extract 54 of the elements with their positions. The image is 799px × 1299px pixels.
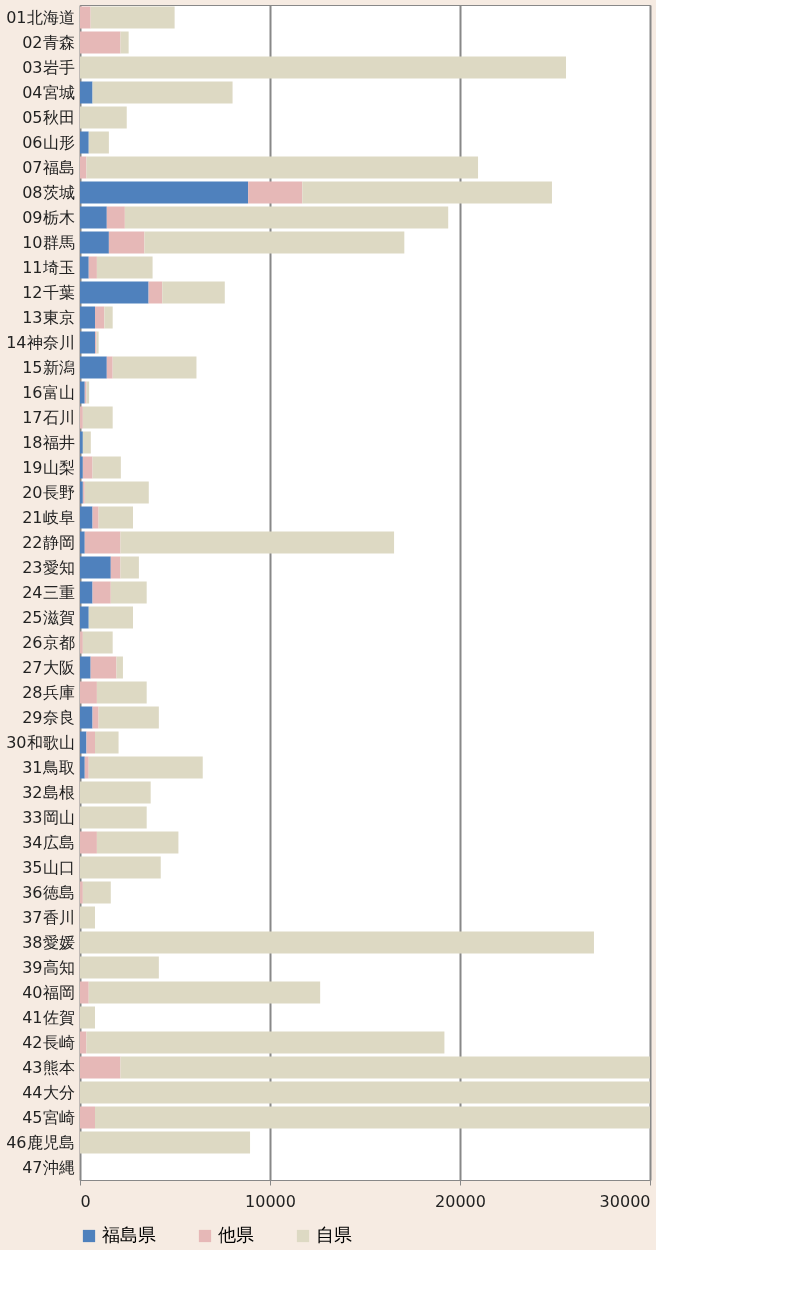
y-tick-label: 14神奈川 xyxy=(6,332,75,352)
y-tick-label: 15新潟 xyxy=(22,357,75,377)
y-tick-label: 17石川 xyxy=(22,407,75,427)
y-tick-label: 26京都 xyxy=(22,632,75,652)
legend-label: 福島県 xyxy=(102,1224,156,1245)
legend-label: 他県 xyxy=(218,1224,254,1245)
y-tick-label: 24三重 xyxy=(22,582,75,602)
y-tick-label: 20長野 xyxy=(22,482,75,502)
y-tick-label: 33岡山 xyxy=(22,807,75,827)
y-tick-label: 07福島 xyxy=(22,157,75,177)
y-tick-label: 47沖縄 xyxy=(22,1157,75,1177)
y-tick-label: 43熊本 xyxy=(22,1057,75,1077)
y-tick-label: 09栃木 xyxy=(22,207,75,227)
y-tick-label: 05秋田 xyxy=(22,107,75,127)
x-tick-label: 20000 xyxy=(435,1191,486,1211)
y-tick-label: 31鳥取 xyxy=(22,757,75,777)
y-tick-label: 16富山 xyxy=(22,382,75,402)
y-tick-label: 21岐阜 xyxy=(22,507,75,527)
x-tick-label: 10000 xyxy=(245,1191,296,1211)
y-tick-label: 13東京 xyxy=(22,307,75,327)
y-tick-label: 12千葉 xyxy=(22,282,75,302)
y-tick-label: 01北海道 xyxy=(6,7,75,27)
y-tick-label: 28兵庫 xyxy=(22,682,75,702)
y-tick-label: 34広島 xyxy=(22,832,75,852)
y-tick-label: 04宮城 xyxy=(22,82,75,102)
y-tick-label: 41佐賀 xyxy=(22,1007,75,1027)
y-tick-label: 25滋賀 xyxy=(22,607,75,627)
y-tick-label: 36徳島 xyxy=(22,882,75,902)
y-tick-label: 19山梨 xyxy=(22,457,75,477)
y-tick-label: 42長崎 xyxy=(22,1032,75,1052)
y-tick-label: 10群馬 xyxy=(22,232,75,252)
y-tick-label: 08茨城 xyxy=(22,182,75,202)
y-tick-label: 40福岡 xyxy=(22,982,75,1002)
y-tick-label: 46鹿児島 xyxy=(6,1132,75,1152)
y-tick-label: 23愛知 xyxy=(22,557,75,577)
y-tick-label: 37香川 xyxy=(22,907,75,927)
y-tick-label: 22静岡 xyxy=(22,532,75,552)
y-tick-label: 27大阪 xyxy=(22,657,75,677)
y-tick-label: 02青森 xyxy=(22,32,75,52)
y-tick-label: 29奈良 xyxy=(22,707,75,727)
legend-label: 自県 xyxy=(316,1224,352,1245)
x-tick-label: 30000 xyxy=(599,1191,651,1211)
y-tick-label: 30和歌山 xyxy=(6,732,75,752)
y-tick-label: 45宮崎 xyxy=(22,1107,75,1127)
x-tick-label: 0 xyxy=(80,1191,91,1211)
y-tick-label: 06山形 xyxy=(22,132,75,152)
y-tick-label: 35山口 xyxy=(22,857,75,877)
y-tick-label: 44大分 xyxy=(22,1082,75,1102)
y-tick-label: 18福井 xyxy=(22,432,75,452)
y-tick-label: 32島根 xyxy=(22,782,75,802)
y-tick-label: 38愛媛 xyxy=(22,932,75,952)
y-tick-label: 11埼玉 xyxy=(22,257,75,277)
y-tick-label: 03岩手 xyxy=(22,57,75,77)
y-tick-label: 39高知 xyxy=(22,957,75,977)
